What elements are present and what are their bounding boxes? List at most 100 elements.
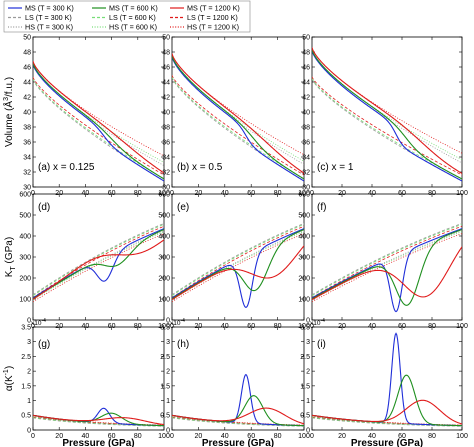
series-group (172, 223, 304, 309)
series-group (312, 223, 462, 313)
panel-label: (f) (317, 202, 326, 213)
y-tick-label: 2 (306, 369, 310, 376)
hs-series-line (33, 63, 164, 166)
ms-series-line (312, 228, 462, 306)
x-axis-labels: Pressure (GPa) Pressure (GPa) Pressure (GP… (62, 438, 423, 447)
y-tick-label: 3.5 (21, 324, 31, 331)
y-tick-label: 0 (166, 427, 170, 434)
x-tick-label: 40 (82, 323, 90, 330)
ls-series-line (33, 223, 164, 297)
y-tick-label: 2 (166, 369, 170, 376)
x-tick-label: 40 (82, 190, 90, 197)
y-tick-label: 44 (302, 79, 310, 86)
ms-series-line (33, 239, 164, 300)
x-tick-label: 60 (398, 433, 406, 440)
ls-series-line (172, 223, 304, 296)
x-tick-label: 80 (428, 433, 436, 440)
ls-series-line (33, 223, 164, 296)
x-tick-label: 60 (108, 433, 116, 440)
y-tick-label: 32 (302, 169, 310, 176)
x-tick-label: 0 (170, 433, 174, 440)
x-tick-label: 100 (456, 323, 468, 330)
x-tick-label: 0 (31, 433, 35, 440)
ms-series-line (172, 407, 304, 425)
ls-series-line (33, 225, 164, 298)
ms-series-line (312, 332, 462, 427)
ms-series-line (172, 53, 304, 174)
y-tick-label: 100 (158, 296, 170, 303)
x-axis-label: Pressure (GPa) (351, 438, 423, 447)
ms-series-line (312, 246, 462, 301)
legend-box (3, 0, 251, 33)
panel: 0 20 40 60 80 100 30 32 34 36 38 40 42 44 46 48 50 (c) x … (302, 34, 468, 197)
x-tick-label: 80 (428, 323, 436, 330)
x-tick-label: 40 (221, 433, 229, 440)
y-tick-label: 600 (158, 191, 170, 198)
x-axis-label: Pressure (GPa) (62, 438, 134, 447)
panel-frame (32, 326, 165, 431)
x-tick-label: 0 (31, 323, 35, 330)
x-tick-label: 80 (134, 190, 142, 197)
x-tick-label: 20 (55, 323, 63, 330)
hs-series-line (312, 233, 462, 303)
y-tick-label: 3.5 (160, 324, 170, 331)
x-tick-label: 40 (82, 433, 90, 440)
y-tick-label: 0 (306, 427, 310, 434)
series-group (312, 47, 462, 182)
ms-series-line (312, 47, 462, 174)
hs-series-line (312, 230, 462, 300)
y-tick-label: 1 (166, 398, 170, 405)
x-tick-label: 0 (170, 323, 174, 330)
x-tick-label: 60 (247, 190, 255, 197)
y-tick-label: 42 (23, 94, 31, 101)
x-tick-label: 20 (195, 323, 203, 330)
y-tick-label: 40 (302, 109, 310, 116)
y-tick-label: 50 (23, 34, 31, 41)
ms-series-line (33, 228, 164, 299)
panel-label: (h) (177, 339, 189, 350)
y-multiplier: x10-4 (170, 318, 185, 327)
x-tick-label: 60 (247, 433, 255, 440)
y-axis-label: KT (GPa) (4, 237, 17, 277)
y-tick-label: 2.5 (160, 354, 170, 361)
x-tick-label: 60 (247, 323, 255, 330)
x-tick-label: 40 (221, 323, 229, 330)
y-tick-label: 50 (162, 34, 170, 41)
y-tick-label: 0.5 (300, 413, 310, 420)
y-tick-label: 32 (162, 169, 170, 176)
x-tick-label: 60 (398, 190, 406, 197)
x-tick-label: 100 (298, 190, 310, 197)
legend-entry: HS (T = 600 K) (109, 23, 157, 32)
y-tick-label: 34 (302, 154, 310, 161)
y-tick-label: 300 (19, 254, 31, 261)
row-labels: Volume (Å3/f.u.) KT (GPa) α(K-1) (2, 77, 17, 391)
y-tick-label: 34 (162, 154, 170, 161)
y-tick-label: 500 (19, 212, 31, 219)
x-tick-label: 100 (298, 323, 310, 330)
y-tick-label: 30 (23, 184, 31, 191)
y-tick-label: 0 (27, 317, 31, 324)
panel-frame (171, 193, 305, 321)
ls-series-line (172, 75, 304, 176)
series-group (33, 223, 164, 303)
y-tick-label: 100 (298, 296, 310, 303)
hs-series-line (312, 49, 462, 161)
ms-series-line (312, 399, 462, 425)
y-tick-label: 0 (27, 427, 31, 434)
hs-series-line (172, 56, 304, 165)
y-tick-label: 1.5 (160, 383, 170, 390)
y-tick-label: 38 (162, 124, 170, 131)
hs-series-line (33, 62, 164, 163)
y-tick-label: 48 (23, 49, 31, 56)
legend-entry: MS (T = 300 K) (25, 4, 74, 13)
ls-series-line (172, 223, 304, 297)
x-tick-label: 100 (158, 433, 170, 440)
hs-series-line (172, 230, 304, 300)
x-tick-label: 20 (55, 433, 63, 440)
x-tick-label: 60 (398, 323, 406, 330)
hs-series-line (172, 231, 304, 301)
